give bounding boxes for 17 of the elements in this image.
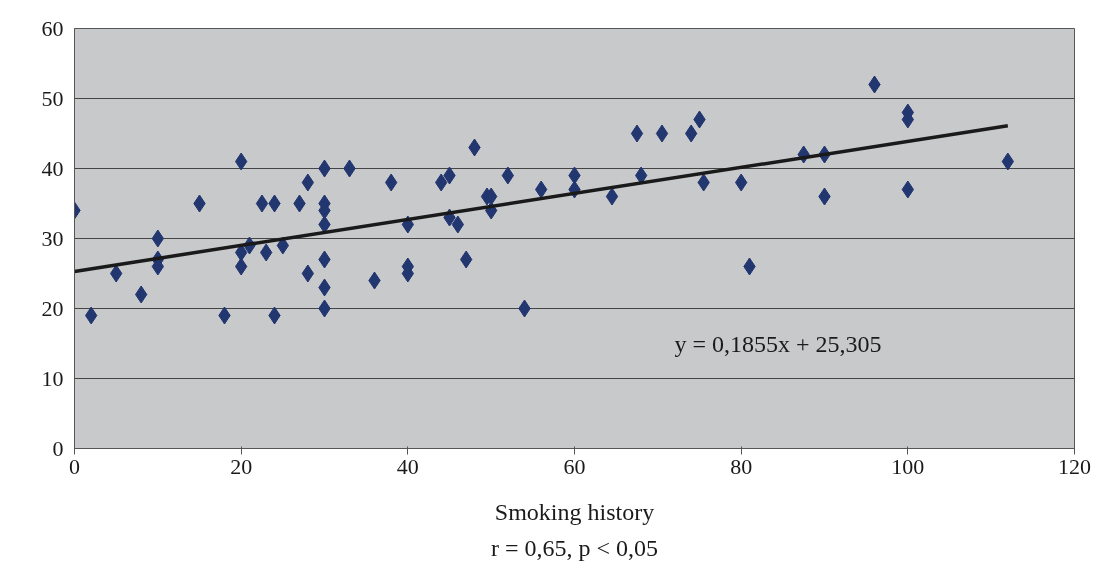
y-tick-label: 0 bbox=[52, 435, 64, 461]
x-tick-label: 120 bbox=[1058, 453, 1091, 479]
x-tick-label: 100 bbox=[891, 453, 925, 479]
x-tick-label: 0 bbox=[69, 453, 80, 479]
text: r = 0,65, p < 0,05 bbox=[490, 534, 659, 561]
x-tick-label: 40 bbox=[396, 453, 419, 479]
annotation: y = 0,1855x + 25,305 bbox=[674, 330, 882, 357]
x-tick-label: 60 bbox=[563, 453, 586, 479]
y-tick-label: 10 bbox=[41, 365, 64, 391]
x-axis-title: Smoking history bbox=[494, 498, 655, 525]
y-tick-label: 40 bbox=[41, 155, 64, 181]
y-tick-label: 60 bbox=[41, 15, 64, 41]
y-tick-label: 30 bbox=[41, 225, 64, 251]
x-tick-label: 20 bbox=[230, 453, 253, 479]
y-tick-label: 20 bbox=[41, 295, 64, 321]
y-tick-label: 50 bbox=[41, 85, 64, 111]
x-tick-label: 80 bbox=[730, 453, 753, 479]
